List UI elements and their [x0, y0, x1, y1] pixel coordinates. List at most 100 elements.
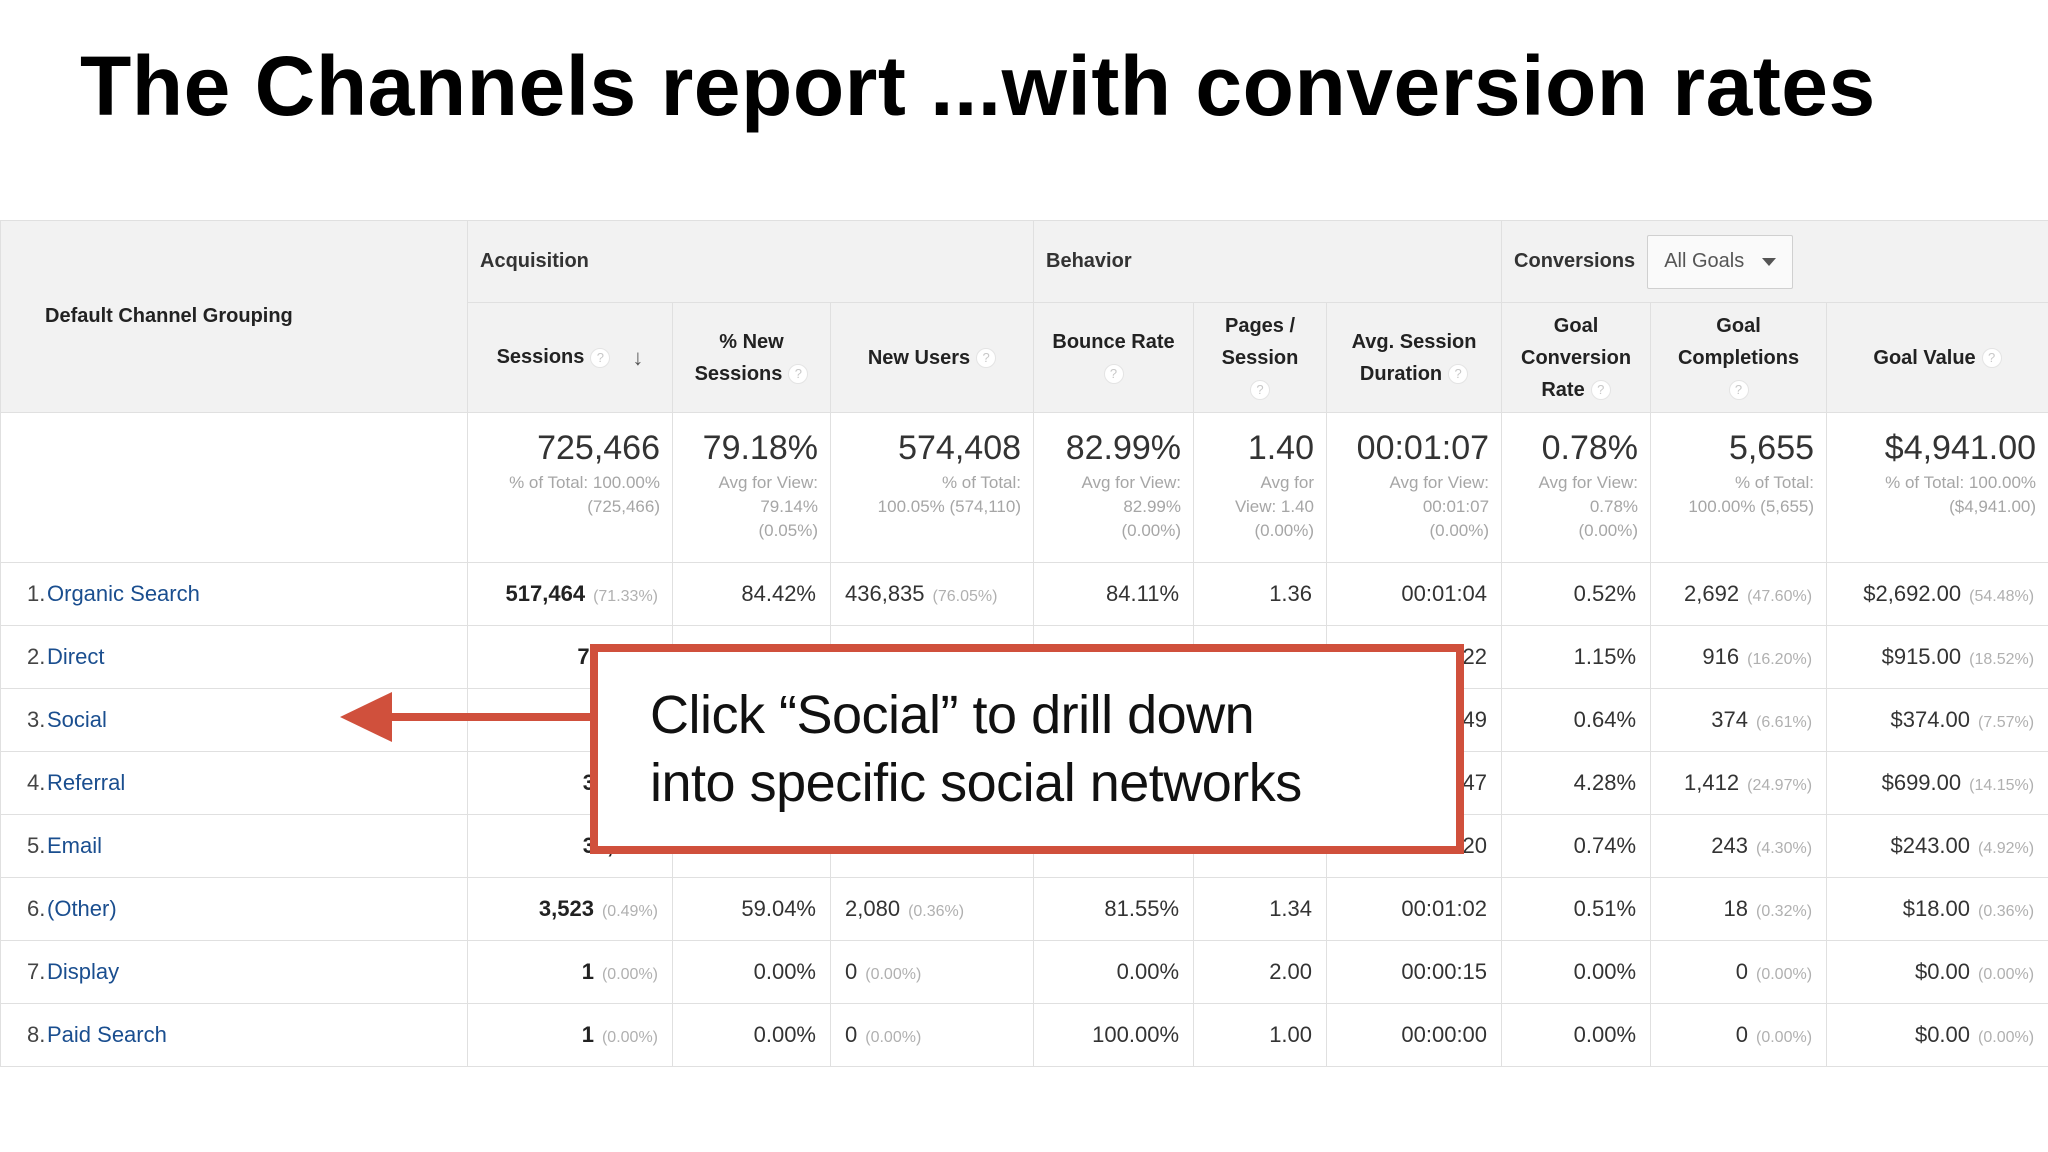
goal-value-cell: $699.00 (14.15%) — [1826, 751, 2048, 815]
conversions-group-label: Conversions — [1514, 250, 1636, 272]
slide-title: The Channels report ...with conversion r… — [80, 39, 1876, 133]
pct-new-sessions-column-header[interactable]: % New Sessions? — [672, 302, 831, 413]
row-rank: 5. — [27, 833, 46, 858]
goal-value-cell: $18.00 (0.36%) — [1826, 877, 2048, 941]
help-icon[interactable]: ? — [1981, 348, 2002, 369]
channel-link[interactable]: Paid Search — [47, 1022, 167, 1047]
channel-link[interactable]: Social — [47, 707, 107, 732]
row-rank: 8. — [27, 1022, 46, 1047]
help-icon[interactable]: ? — [1103, 364, 1124, 385]
totals-bounce-rate: 82.99% Avg for View: 82.99% (0.00%) — [1033, 412, 1195, 563]
avg-duration-cell: 00:00:15 — [1326, 940, 1503, 1004]
goal-conversion-rate-cell: 0.00% — [1501, 1003, 1652, 1067]
channel-link[interactable]: (Other) — [47, 896, 117, 921]
sessions-cell: 1 (0.00%) — [467, 940, 673, 1004]
help-icon[interactable]: ? — [1448, 364, 1469, 385]
row-rank: 7. — [27, 959, 46, 984]
channel-link[interactable]: Display — [47, 959, 120, 984]
channel-link[interactable]: Direct — [47, 644, 105, 669]
bounce-rate-column-header[interactable]: Bounce Rate? — [1033, 302, 1195, 413]
help-icon[interactable]: ? — [788, 364, 809, 385]
avg-duration-cell: 00:01:02 — [1326, 877, 1503, 941]
goal-conversion-rate-cell: 1.15% — [1501, 625, 1652, 689]
totals-sessions: 725,466% of Total: 100.00% (725,466) — [467, 412, 673, 563]
new-users-cell: 2,080 (0.36%) — [829, 877, 1035, 941]
channel-cell: 1.Organic Search — [0, 562, 468, 626]
totals-pct-new: 79.18% Avg for View: 79.14% (0.05%) — [672, 412, 831, 563]
goal-completions-cell: 1,412 (24.97%) — [1650, 751, 1828, 815]
goal-completions-cell: 2,692 (47.60%) — [1650, 562, 1828, 626]
channel-link[interactable]: Email — [47, 833, 103, 858]
pages-session-cell: 1.36 — [1193, 562, 1328, 626]
bounce-rate-cell: 100.00% — [1033, 1003, 1195, 1067]
row-rank: 2. — [27, 644, 46, 669]
pages-session-cell: 1.00 — [1193, 1003, 1328, 1067]
pages-session-column-header[interactable]: Pages / Session? — [1193, 302, 1328, 413]
avg-duration-cell: 00:00:00 — [1326, 1003, 1503, 1067]
callout-arrow-line — [388, 713, 592, 721]
channel-link[interactable]: Referral — [47, 770, 126, 795]
arrow-left-icon — [340, 692, 392, 742]
sessions-cell: 517,464 (71.33%) — [467, 562, 673, 626]
goal-completions-cell: 18 (0.32%) — [1650, 877, 1828, 941]
goal-conversion-rate-cell: 0.64% — [1501, 688, 1652, 752]
goal-completions-cell: 374 (6.61%) — [1650, 688, 1828, 752]
goal-completions-cell: 916 (16.20%) — [1650, 625, 1828, 689]
goal-conversion-rate-cell: 4.28% — [1501, 751, 1652, 815]
channel-grouping-header[interactable]: Default Channel Grouping — [0, 220, 468, 413]
channel-cell: 2.Direct — [0, 625, 468, 689]
goal-conversion-rate-cell: 0.00% — [1501, 940, 1652, 1004]
bounce-rate-cell: 84.11% — [1033, 562, 1195, 626]
row-rank: 3. — [27, 707, 46, 732]
goal-conversion-rate-cell: 0.51% — [1501, 877, 1652, 941]
totals-avg-duration: 00:01:07 Avg for View: 00:01:07 (0.00%) — [1326, 412, 1503, 563]
help-icon[interactable]: ? — [1728, 380, 1749, 401]
goal-conversion-rate-cell: 0.52% — [1501, 562, 1652, 626]
channel-cell: 7.Display — [0, 940, 468, 1004]
totals-goal-value: $4,941.00% of Total: 100.00% ($4,941.00) — [1826, 412, 2048, 563]
row-rank: 6. — [27, 896, 46, 921]
goal-value-column-header[interactable]: Goal Value? — [1826, 302, 2048, 413]
channel-cell: 8.Paid Search — [0, 1003, 468, 1067]
avg-session-duration-column-header[interactable]: Avg. Session Duration? — [1326, 302, 1503, 413]
sessions-column-header[interactable]: Sessions? ↓ — [467, 302, 673, 413]
sort-descending-icon[interactable]: ↓ — [632, 344, 644, 370]
pages-session-cell: 1.34 — [1193, 877, 1328, 941]
totals-goal-completions: 5,655% of Total: 100.00% (5,655) — [1650, 412, 1828, 563]
table-row: 8.Paid Search 1 (0.00%) 0.00% 0 (0.00%) 100.00… — [0, 1003, 2048, 1067]
acquisition-group-label: Acquisition — [480, 250, 589, 272]
pct-new-cell: 84.42% — [672, 562, 831, 626]
new-users-column-header[interactable]: New Users? — [829, 302, 1035, 413]
goal-value-cell: $2,692.00 (54.48%) — [1826, 562, 2048, 626]
bounce-rate-cell: 81.55% — [1033, 877, 1195, 941]
goal-conversion-rate-column-header[interactable]: Goal Conversion Rate? — [1501, 302, 1652, 413]
sessions-cell: 3,523 (0.49%) — [467, 877, 673, 941]
goal-conversion-rate-cell: 0.74% — [1501, 814, 1652, 878]
new-users-cell: 436,835 (76.05%) — [829, 562, 1035, 626]
goal-completions-column-header[interactable]: Goal Completions? — [1650, 302, 1828, 413]
callout-text: Click “Social” to drill down into specif… — [650, 685, 1302, 813]
goals-dropdown[interactable]: All Goals — [1647, 234, 1794, 289]
help-icon[interactable]: ? — [1590, 380, 1611, 401]
totals-goal-conversion-rate: 0.78% Avg for View: 0.78% (0.00%) — [1501, 412, 1652, 563]
help-icon[interactable]: ? — [976, 348, 997, 369]
goal-value-cell: $0.00 (0.00%) — [1826, 940, 2048, 1004]
callout-box: Click “Social” to drill down into specif… — [590, 644, 1464, 854]
help-icon[interactable]: ? — [1250, 380, 1271, 401]
totals-row: 725,466% of Total: 100.00% (725,466) 79.1… — [0, 412, 2048, 563]
goal-value-cell: $374.00 (7.57%) — [1826, 688, 2048, 752]
group-header-row: Default Channel Grouping Acquisition Beh… — [0, 220, 2048, 413]
goals-dropdown-value: All Goals — [1664, 250, 1745, 272]
help-icon[interactable]: ? — [590, 347, 611, 368]
behavior-group-label: Behavior — [1046, 250, 1132, 272]
totals-pages-session: 1.40 Avg for View: 1.40 (0.00%) — [1193, 412, 1328, 563]
bounce-rate-cell: 0.00% — [1033, 940, 1195, 1004]
pages-session-cell: 2.00 — [1193, 940, 1328, 1004]
table-row: 7.Display 1 (0.00%) 0.00% 0 (0.00%) 0.00% 2.00 0… — [0, 940, 2048, 1004]
channel-link[interactable]: Organic Search — [47, 581, 200, 606]
sessions-cell: 1 (0.00%) — [467, 1003, 673, 1067]
channel-cell: 6.(Other) — [0, 877, 468, 941]
goal-value-cell: $243.00 (4.92%) — [1826, 814, 2048, 878]
pct-new-cell: 59.04% — [672, 877, 831, 941]
row-rank: 4. — [27, 770, 46, 795]
